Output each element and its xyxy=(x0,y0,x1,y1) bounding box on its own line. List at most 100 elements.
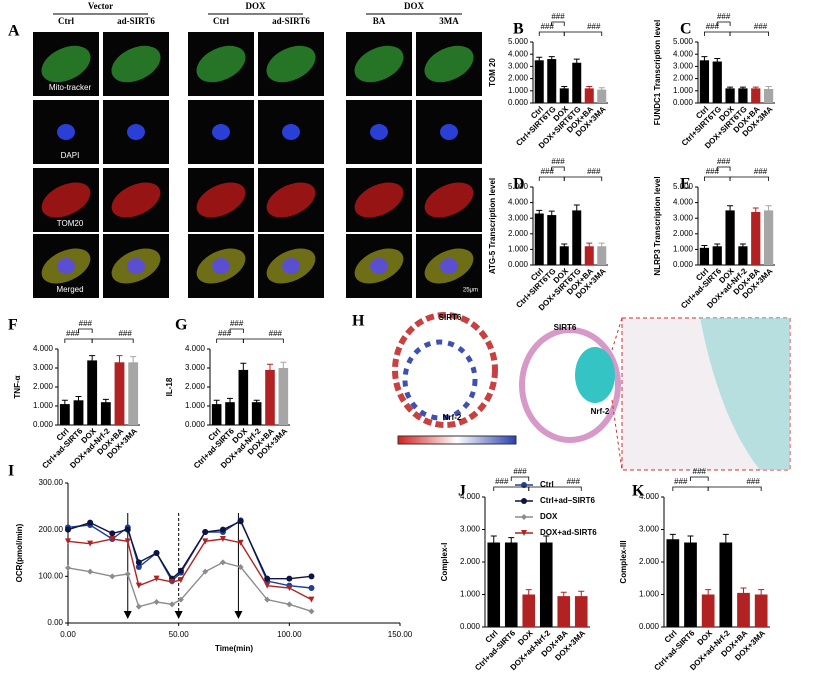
point xyxy=(124,538,131,545)
significance-bracket xyxy=(64,338,93,343)
point xyxy=(65,538,71,545)
y-tick-label: 3.000 xyxy=(460,525,481,534)
significance-bracket xyxy=(716,21,731,26)
group-label: DOX xyxy=(246,1,267,11)
point xyxy=(237,539,244,546)
error-bar xyxy=(490,535,497,549)
point xyxy=(286,601,293,608)
error-bar xyxy=(701,245,708,251)
line xyxy=(67,519,312,589)
error-bar xyxy=(705,589,712,600)
point xyxy=(169,578,176,585)
significance-label: ### xyxy=(551,157,565,166)
point xyxy=(135,559,142,566)
bar xyxy=(559,88,569,103)
y-tick-label: 0.000 xyxy=(673,260,694,269)
significance-label: ### xyxy=(717,12,731,21)
point xyxy=(87,519,94,526)
bar xyxy=(504,542,518,627)
y-tick-label: 1.000 xyxy=(673,245,694,254)
y-tick-label: 1.000 xyxy=(460,590,481,599)
significance-bracket xyxy=(216,338,244,343)
error-bar xyxy=(102,398,109,406)
significance-bracket xyxy=(78,328,93,333)
bar xyxy=(522,594,536,627)
significance-label: ### xyxy=(746,477,760,486)
error-bar xyxy=(740,587,747,598)
point xyxy=(237,564,244,570)
significance-bracket xyxy=(551,21,565,26)
legend-marker xyxy=(521,530,527,536)
y-tick-label: 4.000 xyxy=(508,198,529,207)
error-bar xyxy=(687,535,694,549)
significance-label: ### xyxy=(118,329,132,338)
error-bar xyxy=(739,243,746,249)
legend-marker xyxy=(521,482,527,488)
y-tick-label: 3.000 xyxy=(33,363,54,372)
panel-letter: J xyxy=(458,483,466,500)
bar xyxy=(666,539,680,627)
y-tick-label: 3.000 xyxy=(185,363,206,372)
bar xyxy=(597,89,607,103)
color-bar xyxy=(397,435,517,445)
cell xyxy=(354,182,404,218)
error-bar xyxy=(669,533,676,545)
nucleus xyxy=(440,258,458,274)
significance-bracket xyxy=(551,166,565,171)
y-tick-label: 5.000 xyxy=(673,37,694,46)
y-tick-label: 1.000 xyxy=(508,86,529,95)
significance-label: ### xyxy=(541,167,555,176)
structure-label: SIRT6 xyxy=(554,323,577,332)
point xyxy=(264,582,271,589)
nucleus xyxy=(440,124,458,140)
significance-bracket xyxy=(528,486,582,491)
point xyxy=(124,526,131,533)
cell xyxy=(41,182,91,218)
error-bar xyxy=(714,243,721,249)
nucleus xyxy=(127,258,145,274)
error-bar xyxy=(75,396,82,405)
bar xyxy=(487,542,501,627)
error-bar xyxy=(280,361,287,374)
significance-bracket xyxy=(690,476,709,481)
panel-letter: E xyxy=(680,176,691,193)
error-bar xyxy=(701,56,708,64)
x-tick-label: 0.00 xyxy=(60,630,76,639)
significance-label: ### xyxy=(674,477,688,486)
y-tick-label: 4.000 xyxy=(460,492,481,501)
error-bar xyxy=(508,537,515,548)
structure-label: SIRT6 xyxy=(439,313,462,322)
point xyxy=(237,518,244,525)
point xyxy=(135,582,142,589)
y-tick-label: 0.000 xyxy=(33,420,54,429)
cell xyxy=(111,45,161,83)
error-bar xyxy=(548,210,555,219)
error-bar xyxy=(578,590,585,601)
bar xyxy=(763,210,774,265)
point xyxy=(135,564,142,570)
error-bar xyxy=(714,57,721,65)
y-tick-label: 1.000 xyxy=(185,401,206,410)
y-tick-label: 1.000 xyxy=(508,245,529,254)
error-bar xyxy=(739,86,746,90)
error-bar xyxy=(758,589,765,600)
y-tick-label: 0.000 xyxy=(639,622,660,631)
significance-label: ### xyxy=(513,467,527,476)
significance-bracket xyxy=(91,338,134,343)
error-bar xyxy=(548,56,555,62)
bar xyxy=(699,247,710,265)
legend-label: DOX+ad-SIRT6 xyxy=(540,528,597,537)
panel-letter: I xyxy=(8,463,14,480)
bar xyxy=(699,60,710,103)
column-label: Ctrl xyxy=(58,16,74,26)
y-tick-label: 3.000 xyxy=(508,213,529,222)
significance-bracket xyxy=(242,338,284,343)
y-tick-label: 5.000 xyxy=(508,37,529,46)
y-axis-label: ATG-5 Transcription level xyxy=(488,178,497,274)
significance-bracket xyxy=(538,31,565,36)
significance-bracket xyxy=(229,328,244,333)
panel-letter: A xyxy=(8,23,20,40)
point xyxy=(177,577,184,584)
protein xyxy=(402,339,478,421)
